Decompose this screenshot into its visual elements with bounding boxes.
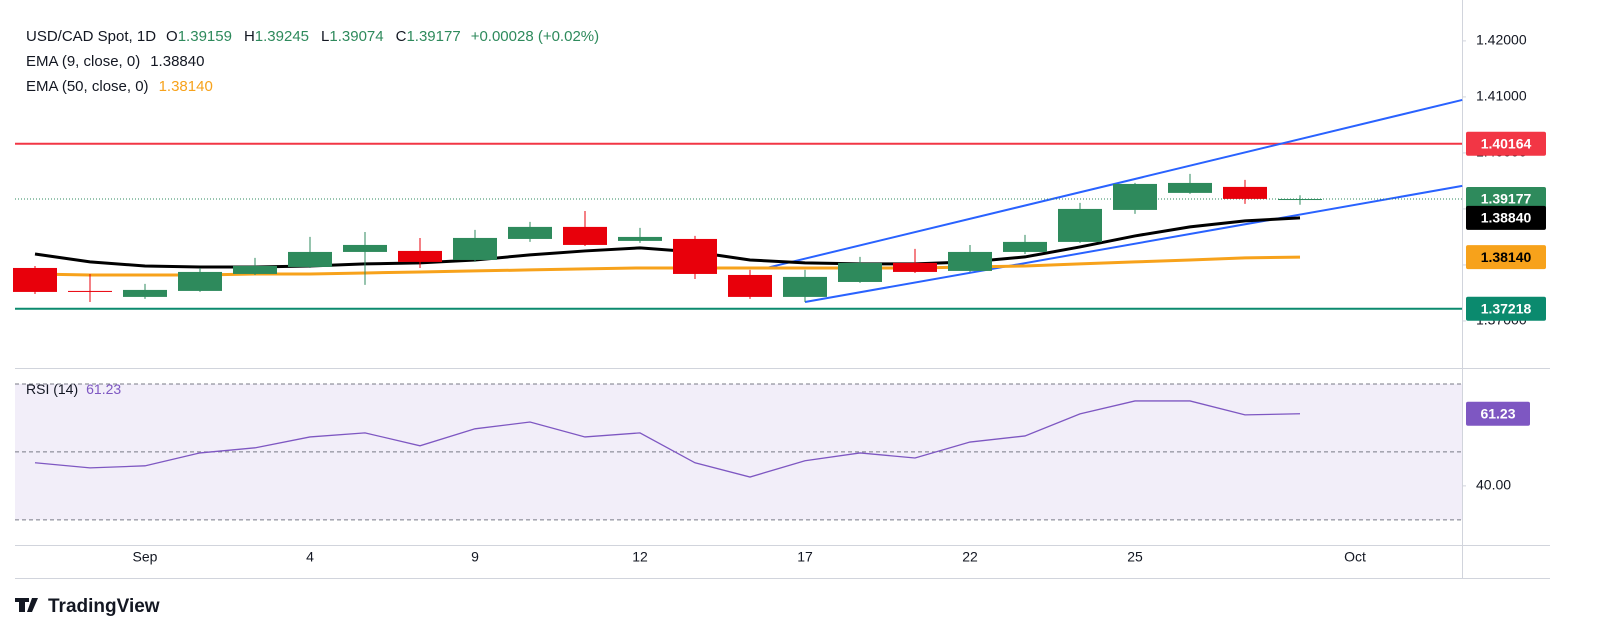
ema-name: EMA (9, close, 0) [26,53,140,70]
marks: 1.370001.380001.390001.400001.410001.420… [13,32,1527,521]
candle-body [1223,186,1267,199]
brand-logo: TradingView [15,596,160,617]
ema-legend: EMA (9, close, 0) 1.38840 [26,53,204,70]
x-tick-label: 17 [797,549,813,565]
ohlc-key: O [166,28,178,45]
candle-body [728,274,772,297]
level-badge-bg [1466,131,1546,156]
trendline [804,184,1463,303]
rsi-badge-bg [1466,401,1530,426]
ema-legend: EMA (50, close, 0) 1.38140 [26,78,213,95]
ema-badge: 1.38840 [1481,210,1532,226]
candle-body [838,262,882,282]
level-badge: 1.37218 [1481,300,1532,316]
rsi-line [34,400,1301,478]
brand: TradingView [48,596,160,617]
candle-body [1113,183,1157,210]
candle-body [618,236,662,241]
candle-body [508,226,552,239]
x-tick-label: 22 [962,549,978,565]
ohlc-value: 1.39177 [406,28,460,45]
ohlc-key: L [321,28,329,45]
ema-line [34,255,1301,277]
ema-value: 1.38140 [159,78,213,95]
last-price-badge: 1.39177 [1481,191,1532,207]
level-badge: 1.40164 [1481,135,1532,151]
candle-body [343,244,387,252]
x-tick-label: 9 [471,549,479,565]
candle-body [233,265,277,274]
candle-body [893,262,937,272]
level-badge-bg [1466,296,1546,321]
y-tick-label: 1.41000 [1476,88,1527,104]
rsi-value: 61.23 [86,381,121,397]
candle-body [783,276,827,297]
ema-name: EMA (50, close, 0) [26,78,149,95]
last-price-badge-bg [1466,187,1546,212]
candle-body [563,226,607,245]
ohlc-value: 1.39074 [329,28,383,45]
candle-body [1168,182,1212,193]
candle-body [673,238,717,274]
x-tick-label: Sep [133,549,158,565]
rsi-tick-label: 40.00 [1476,477,1511,493]
labels: Sep 4 9 12 17 22 25 Oct 1.40164 1.37218 1.39177 1.3… [26,53,1546,565]
rsi-badge: 61.23 [1480,405,1515,421]
candle-body [123,289,167,297]
ohlc-value: 1.39159 [178,28,232,45]
candle-body [453,237,497,260]
x-tick-label: 4 [306,549,314,565]
symbol: USD/CAD Spot, 1D [26,28,156,45]
logo-icon [15,598,38,612]
x-tick-label: 25 [1127,549,1143,565]
ema-value: 1.38840 [150,53,204,70]
change: +0.00028 (+0.02%) [471,28,599,45]
candle-body [68,290,112,292]
legend-symbol: USD/CAD Spot, 1D O1.39159 H1.39245 L1.39074… [26,28,599,45]
candle-body [1278,199,1322,201]
x-tick-label: Oct [1344,549,1366,565]
ohlc-key: C [396,28,407,45]
candle-body [398,250,442,262]
candle-body [1058,208,1102,242]
ema-badge-bg [1466,205,1546,230]
rsi-legend: RSI (14) 61.23 [26,381,121,397]
rsi-name: RSI (14) [26,381,78,397]
ohlc-value: 1.39245 [255,28,309,45]
candle-body [948,251,992,271]
candle-body [178,271,222,291]
ema-badge: 1.38140 [1481,249,1532,265]
candle-body [13,267,57,292]
x-tick-label: 12 [632,549,648,565]
candle-body [1003,241,1047,252]
ema-badge-bg [1466,245,1546,270]
y-tick-label: 1.42000 [1476,32,1527,48]
ohlc-key: H [244,28,255,45]
candle-body [288,251,332,267]
